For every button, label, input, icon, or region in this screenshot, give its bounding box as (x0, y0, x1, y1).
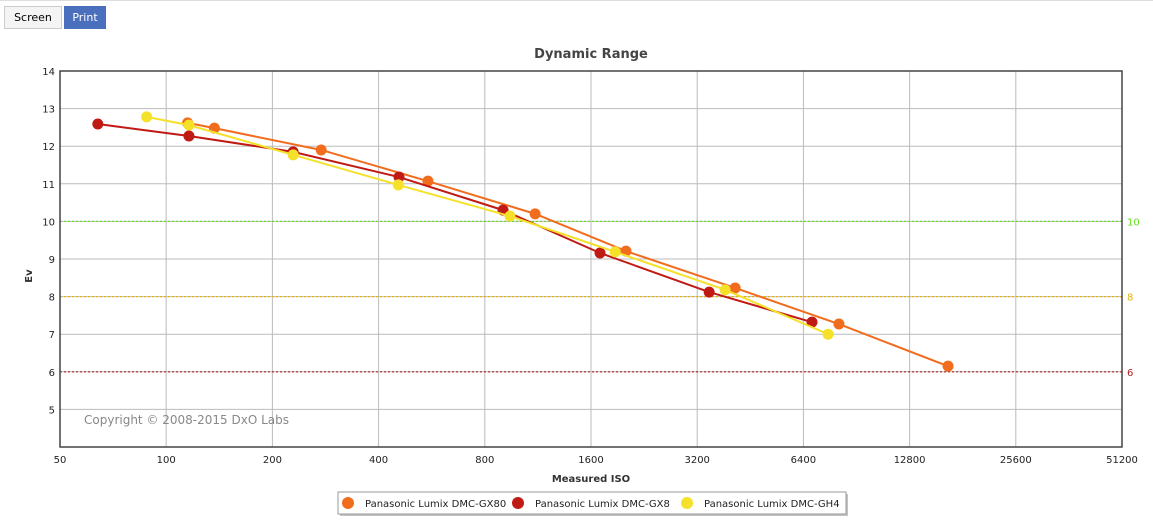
copyright-text: Copyright © 2008-2015 DxO Labs (84, 413, 289, 427)
series-line-2 (146, 115, 829, 336)
legend-marker (342, 497, 354, 509)
data-point (315, 144, 327, 156)
x-tick-label: 50 (54, 455, 67, 466)
legend-marker (512, 497, 524, 509)
data-point (594, 247, 606, 259)
chart-title: Dynamic Range (534, 47, 648, 62)
x-tick-label: 1600 (578, 455, 603, 466)
x-tick-label: 6400 (791, 455, 816, 466)
data-point (806, 316, 818, 328)
x-tick-label: 51200 (1106, 455, 1138, 466)
data-point (392, 179, 404, 191)
data-point (287, 149, 299, 161)
data-point (141, 111, 153, 123)
x-tick-label: 12800 (894, 455, 926, 466)
y-tick-label: 7 (49, 330, 55, 341)
y-tick-label: 8 (49, 293, 55, 304)
legend-marker (681, 497, 693, 509)
data-point (719, 284, 731, 296)
data-point (529, 208, 541, 220)
tab-print[interactable]: Print (64, 6, 106, 29)
y-axis-label: Ev (24, 269, 35, 283)
data-point (504, 210, 516, 222)
x-tick-label: 200 (263, 455, 282, 466)
series-line-1 (97, 123, 813, 324)
y-tick-label: 12 (42, 142, 55, 153)
y-tick-label: 6 (49, 368, 55, 379)
plot-border (59, 70, 1123, 448)
data-point (729, 282, 741, 294)
series-line-0 (187, 121, 949, 368)
y-tick-label: 13 (42, 105, 55, 116)
y-tick-label: 11 (42, 180, 55, 191)
y-tick-label: 9 (49, 255, 55, 266)
reference-label: 6 (1127, 368, 1133, 379)
y-tick-label: 5 (49, 405, 55, 416)
reference-label: 8 (1127, 293, 1133, 304)
data-point (92, 118, 104, 130)
x-axis-label: Measured ISO (552, 474, 630, 485)
legend-label: Panasonic Lumix DMC-GX80 (365, 499, 506, 510)
top-border (0, 0, 1153, 1)
y-tick-label: 14 (42, 67, 55, 78)
x-tick-label: 100 (157, 455, 176, 466)
data-point (942, 360, 954, 372)
legend-label: Panasonic Lumix DMC-GH4 (704, 499, 840, 510)
x-tick-label: 25600 (1000, 455, 1032, 466)
legend-box (337, 491, 847, 515)
x-tick-label: 400 (369, 455, 388, 466)
data-point (822, 328, 834, 340)
reference-label: 10 (1127, 217, 1140, 228)
data-point (183, 119, 195, 131)
data-point (393, 171, 405, 183)
data-point (422, 175, 434, 187)
data-point (183, 130, 195, 142)
tab-screen[interactable]: Screen (4, 6, 62, 29)
data-point (833, 318, 845, 330)
data-point (609, 246, 621, 258)
x-tick-label: 3200 (684, 455, 709, 466)
y-tick-label: 10 (42, 217, 55, 228)
x-tick-label: 800 (475, 455, 494, 466)
legend-label: Panasonic Lumix DMC-GX8 (535, 499, 670, 510)
data-point (703, 286, 715, 298)
